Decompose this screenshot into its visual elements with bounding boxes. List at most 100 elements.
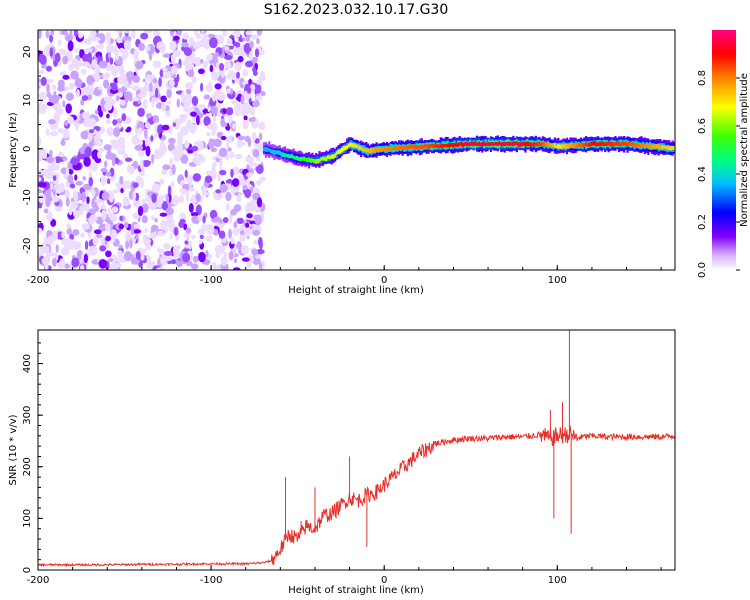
ridge-cell [482,141,486,146]
noise-blob [123,251,132,262]
noise-blob [94,44,99,50]
noise-blob [101,209,107,221]
noise-blob [116,249,123,258]
ridge-cell [456,142,460,148]
noise-blob [255,180,262,186]
noise-blob [246,254,254,265]
noise-blob [256,38,260,45]
noise-blob [200,58,204,64]
noise-blob [138,42,146,51]
noise-blob [223,252,227,257]
noise-blob [209,64,214,73]
ridge-cell [363,148,366,152]
noise-blob [68,82,75,90]
noise-blob [243,103,251,113]
noise-blob [158,77,162,87]
noise-blob [168,79,175,87]
ridge-cell [538,141,541,147]
noise-blob [225,179,233,184]
ridge-cell [595,142,598,147]
noise-blob [81,61,90,67]
noise-blob [163,251,173,256]
noise-blob [122,153,129,159]
noise-blob [135,233,139,240]
noise-blob [145,45,151,52]
noise-blob [255,164,264,175]
noise-blob [232,228,240,236]
ridge-cell [628,142,631,146]
figure-title: S162.2023.032.10.17.G30 [264,2,449,18]
y-tick-label: 20 [22,45,33,58]
noise-blob [260,90,266,97]
noise-blob [123,222,129,229]
noise-blob [52,189,56,197]
x-tick-label: -100 [200,275,223,286]
ridge-cell [488,142,491,146]
noise-blob [105,119,112,125]
noise-blob [61,231,65,239]
noise-blob [245,156,255,161]
noise-blob [125,239,129,250]
noise-blob [190,263,199,270]
ridge-cell [645,143,648,148]
noise-blob [126,184,131,189]
noise-blob [193,30,199,36]
y-tick-label: 300 [22,406,33,425]
colorbar-tick-label: 0.4 [697,166,708,182]
ridge-cell [266,147,269,152]
noise-blob [91,188,96,196]
x-tick-label: 100 [548,275,567,286]
noise-blob [160,220,167,231]
noise-blob [88,177,94,187]
ridge-cell [463,142,466,146]
ridge-cell [285,153,288,158]
noise-blob [120,187,124,194]
noise-blob [91,36,101,42]
noise-blob [45,128,50,137]
noise-blob [92,236,99,246]
ridge-cell [505,142,508,146]
noise-blob [201,191,209,196]
ridge-cell [607,141,610,146]
noise-blob [153,30,159,37]
noise-blob [170,53,176,65]
noise-blob [159,69,164,78]
ridge-cell [434,143,437,148]
noise-blob [214,216,221,221]
noise-blob [113,107,118,118]
noise-blob [161,145,166,157]
noise-blob [206,224,210,234]
noise-blob [100,176,108,185]
noise-blob [246,86,252,94]
noise-blob [54,156,62,164]
noise-blob [154,218,158,223]
ridge-cell [578,143,581,148]
ridge-cell [640,143,643,148]
noise-blob [126,165,135,174]
noise-blob [151,96,155,108]
snr-frame [37,329,676,571]
ridge-cell [275,150,278,154]
noise-blob [236,241,242,250]
noise-blob [98,43,104,50]
noise-blob [199,234,204,240]
noise-blob [47,235,55,245]
noise-blob [164,255,173,262]
noise-blob [185,260,193,267]
noise-blob [38,176,42,182]
noise-blob [234,258,238,264]
ridge-cell [396,147,399,151]
noise-blob [184,140,190,149]
noise-blob [61,138,65,147]
noise-blob [245,60,253,68]
ridge-cell [370,148,373,153]
noise-blob [134,60,144,70]
noise-blob [166,71,172,78]
noise-blob [144,227,148,234]
noise-blob [200,82,204,92]
ridge-cell [283,153,286,158]
noise-blob [75,122,79,131]
ridge-cell [332,154,335,159]
ridge-cell [633,143,636,147]
ridge-cell [398,145,401,151]
